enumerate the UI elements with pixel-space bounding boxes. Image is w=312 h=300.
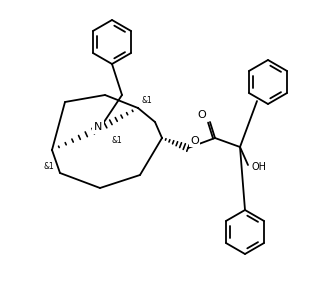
Text: N: N [94, 122, 102, 132]
Text: &1: &1 [44, 162, 54, 171]
Text: OH: OH [251, 162, 266, 172]
Text: O: O [197, 110, 206, 120]
Text: &1: &1 [112, 136, 123, 145]
Text: O: O [190, 136, 199, 146]
Text: &1: &1 [142, 96, 153, 105]
